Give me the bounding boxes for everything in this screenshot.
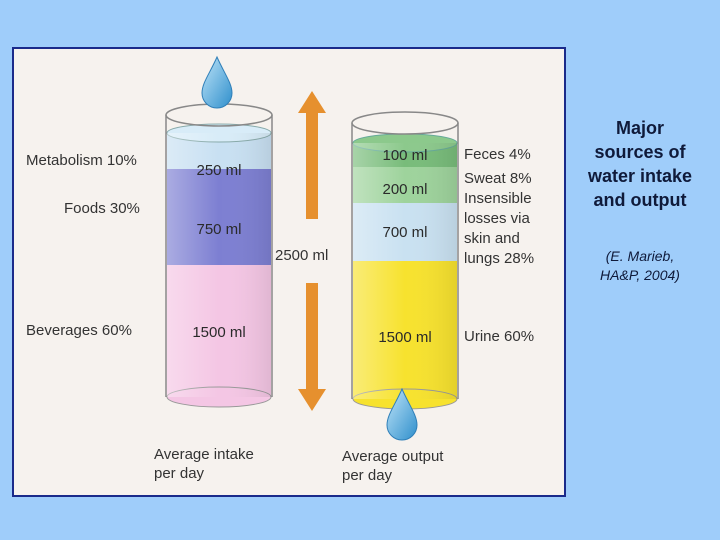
water-balance-diagram: 250 ml 750 ml 1500 ml 100 ml 200 ml 700 … — [26, 55, 534, 484]
output-label-sweat: Sweat 8% — [464, 170, 532, 187]
intake-label-foods: Foods 30% — [64, 200, 140, 217]
total-volume-label: 2500 ml — [275, 247, 328, 264]
output-caption-line2: per day — [342, 467, 393, 484]
output-label-insensible-line2: losses via — [464, 210, 531, 227]
intake-label-metabolism: Metabolism 10% — [26, 152, 137, 169]
output-glass-rim — [351, 111, 459, 135]
intake-volume-foods: 750 ml — [196, 221, 241, 238]
intake-label-beverages: Beverages 60% — [26, 322, 132, 339]
output-volume-feces: 100 ml — [382, 147, 427, 164]
output-label-insensible-line1: Insensible — [464, 190, 532, 207]
output-cylinder: 100 ml 200 ml 700 ml 1500 ml — [351, 111, 459, 410]
intake-volume-beverages: 1500 ml — [192, 324, 245, 341]
output-label-insensible-line3: skin and — [464, 230, 520, 247]
intake-water-drop-icon — [201, 55, 233, 109]
slide-citation: (E. Marieb, HA&P, 2004) — [600, 248, 680, 283]
intake-cylinder: 250 ml 750 ml 1500 ml — [165, 103, 273, 408]
intake-caption-line2: per day — [154, 465, 205, 482]
water-balance-figure: 250 ml 750 ml 1500 ml 100 ml 200 ml 700 … — [12, 47, 566, 497]
output-label-insensible-line4: lungs 28% — [464, 250, 534, 267]
intake-caption-line1: Average intake — [154, 446, 254, 463]
output-volume-sweat: 200 ml — [382, 181, 427, 198]
output-volume-urine: 1500 ml — [378, 329, 431, 346]
output-label-feces: Feces 4% — [464, 146, 531, 163]
output-water-drop-icon — [386, 387, 418, 441]
intake-volume-metabolism: 250 ml — [196, 162, 241, 179]
up-arrow-icon — [298, 91, 326, 219]
output-caption-line1: Average output — [342, 448, 444, 465]
output-volume-insensible: 700 ml — [382, 224, 427, 241]
down-arrow-icon — [298, 283, 326, 411]
slide-title: Major sources of water intake and output — [587, 118, 693, 210]
output-label-urine: Urine 60% — [464, 328, 534, 345]
